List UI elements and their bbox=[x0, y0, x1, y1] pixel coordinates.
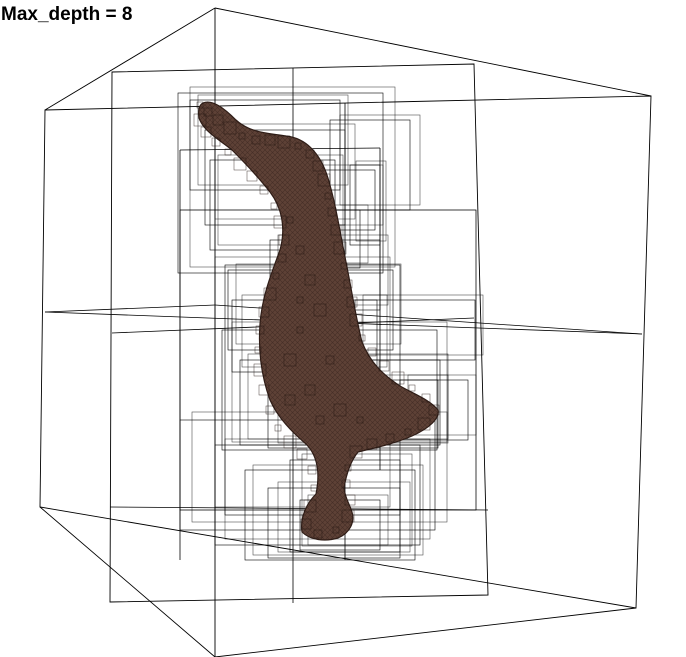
voxel-cell bbox=[332, 526, 340, 534]
voxel-cell bbox=[313, 303, 327, 317]
root-cube-edge bbox=[214, 607, 637, 657]
voxel-cell bbox=[274, 424, 282, 432]
voxel-cell bbox=[344, 494, 356, 506]
voxel-cell bbox=[349, 313, 363, 327]
voxel-cell bbox=[211, 137, 221, 147]
voxel-cell bbox=[283, 435, 297, 449]
voxel-cell bbox=[366, 438, 378, 450]
voxel-cell bbox=[391, 371, 405, 385]
voxel-cell bbox=[272, 272, 280, 280]
root-cube-edge bbox=[39, 506, 216, 657]
voxel-cell bbox=[349, 445, 363, 459]
voxel-cell bbox=[303, 499, 317, 513]
voxel-cell bbox=[193, 113, 207, 127]
mid-plane-line bbox=[109, 506, 489, 511]
voxel-cell bbox=[417, 417, 431, 431]
octree-cell-back bbox=[362, 294, 484, 356]
voxel-cell bbox=[224, 148, 232, 156]
voxel-cell bbox=[203, 107, 213, 117]
voxel-cell bbox=[346, 296, 358, 308]
voxel-cell bbox=[254, 346, 262, 354]
voxel-cell bbox=[238, 132, 246, 140]
voxel-cell bbox=[333, 241, 347, 255]
voxel-cell bbox=[356, 416, 364, 424]
voxel-cell bbox=[378, 360, 390, 372]
voxel-cell bbox=[200, 126, 212, 138]
voxel-cell bbox=[305, 149, 315, 159]
root-cube-edge bbox=[214, 7, 652, 97]
voxel-cell bbox=[304, 384, 316, 396]
voxel-cell bbox=[295, 245, 305, 255]
voxel-cell bbox=[428, 404, 440, 416]
voxel-cell bbox=[286, 216, 294, 224]
voxel-cell bbox=[223, 121, 237, 135]
voxel-cell bbox=[358, 334, 366, 342]
voxel-cell bbox=[251, 135, 261, 145]
voxel-cell bbox=[258, 384, 270, 396]
voxel-cell bbox=[259, 185, 269, 195]
voxel-cell bbox=[255, 325, 265, 335]
voxel-cell bbox=[421, 393, 431, 403]
voxel-cell bbox=[307, 465, 317, 475]
voxel-cell bbox=[284, 394, 296, 406]
mid-plane-line bbox=[44, 304, 216, 313]
voxel-cell bbox=[212, 114, 224, 126]
voxel-cell bbox=[304, 274, 316, 286]
voxel-cell bbox=[258, 306, 270, 318]
voxel-cell bbox=[310, 484, 318, 492]
voxel-cell bbox=[333, 403, 347, 417]
voxel-cell bbox=[324, 192, 332, 200]
voxel-cell bbox=[325, 355, 335, 365]
voxel-cell bbox=[300, 518, 312, 530]
max-depth-label: Max_depth = 8 bbox=[1, 4, 133, 25]
voxel-cell bbox=[233, 157, 247, 171]
voxel-cell bbox=[341, 479, 351, 489]
root-cube-back-face bbox=[109, 63, 489, 603]
voxel-cell bbox=[343, 279, 353, 289]
voxel-cell bbox=[265, 405, 275, 415]
voxel-cell bbox=[296, 448, 308, 460]
voxel-cell bbox=[263, 287, 277, 301]
duck-body bbox=[198, 101, 439, 541]
voxel-cell bbox=[327, 207, 337, 217]
voxel-cell bbox=[264, 134, 276, 146]
voxel-cell bbox=[278, 234, 290, 246]
voxel-cell bbox=[341, 509, 355, 523]
voxel-cell bbox=[246, 170, 258, 182]
voxel-cell bbox=[317, 173, 331, 187]
voxel-cell bbox=[277, 253, 287, 263]
voxel-cell bbox=[404, 428, 412, 436]
voxel-cell bbox=[296, 296, 304, 304]
voxel-cell bbox=[294, 142, 302, 150]
voxel-cell bbox=[253, 363, 267, 377]
voxel-cell bbox=[408, 384, 416, 392]
voxel-cell bbox=[296, 326, 304, 334]
voxel-cell bbox=[277, 135, 291, 149]
voxel-cell bbox=[312, 160, 324, 172]
voxel-cell bbox=[330, 224, 342, 236]
voxel-cell bbox=[385, 433, 395, 443]
voxel-cell bbox=[367, 347, 377, 357]
voxel-cell bbox=[196, 101, 204, 109]
voxel-cell bbox=[313, 529, 323, 539]
voxel-cell bbox=[273, 215, 287, 229]
duck-mesh bbox=[193, 101, 440, 541]
voxel-cell bbox=[270, 202, 278, 210]
octree-cell bbox=[204, 129, 346, 226]
root-cube-edge bbox=[44, 7, 216, 111]
octree-cell-back bbox=[355, 160, 387, 242]
voxel-cell bbox=[283, 353, 297, 367]
voxel-cell bbox=[340, 262, 348, 270]
voxel-cell bbox=[315, 415, 325, 425]
voxel-cell bbox=[344, 464, 352, 472]
mesh-voxel-cells bbox=[193, 101, 440, 539]
